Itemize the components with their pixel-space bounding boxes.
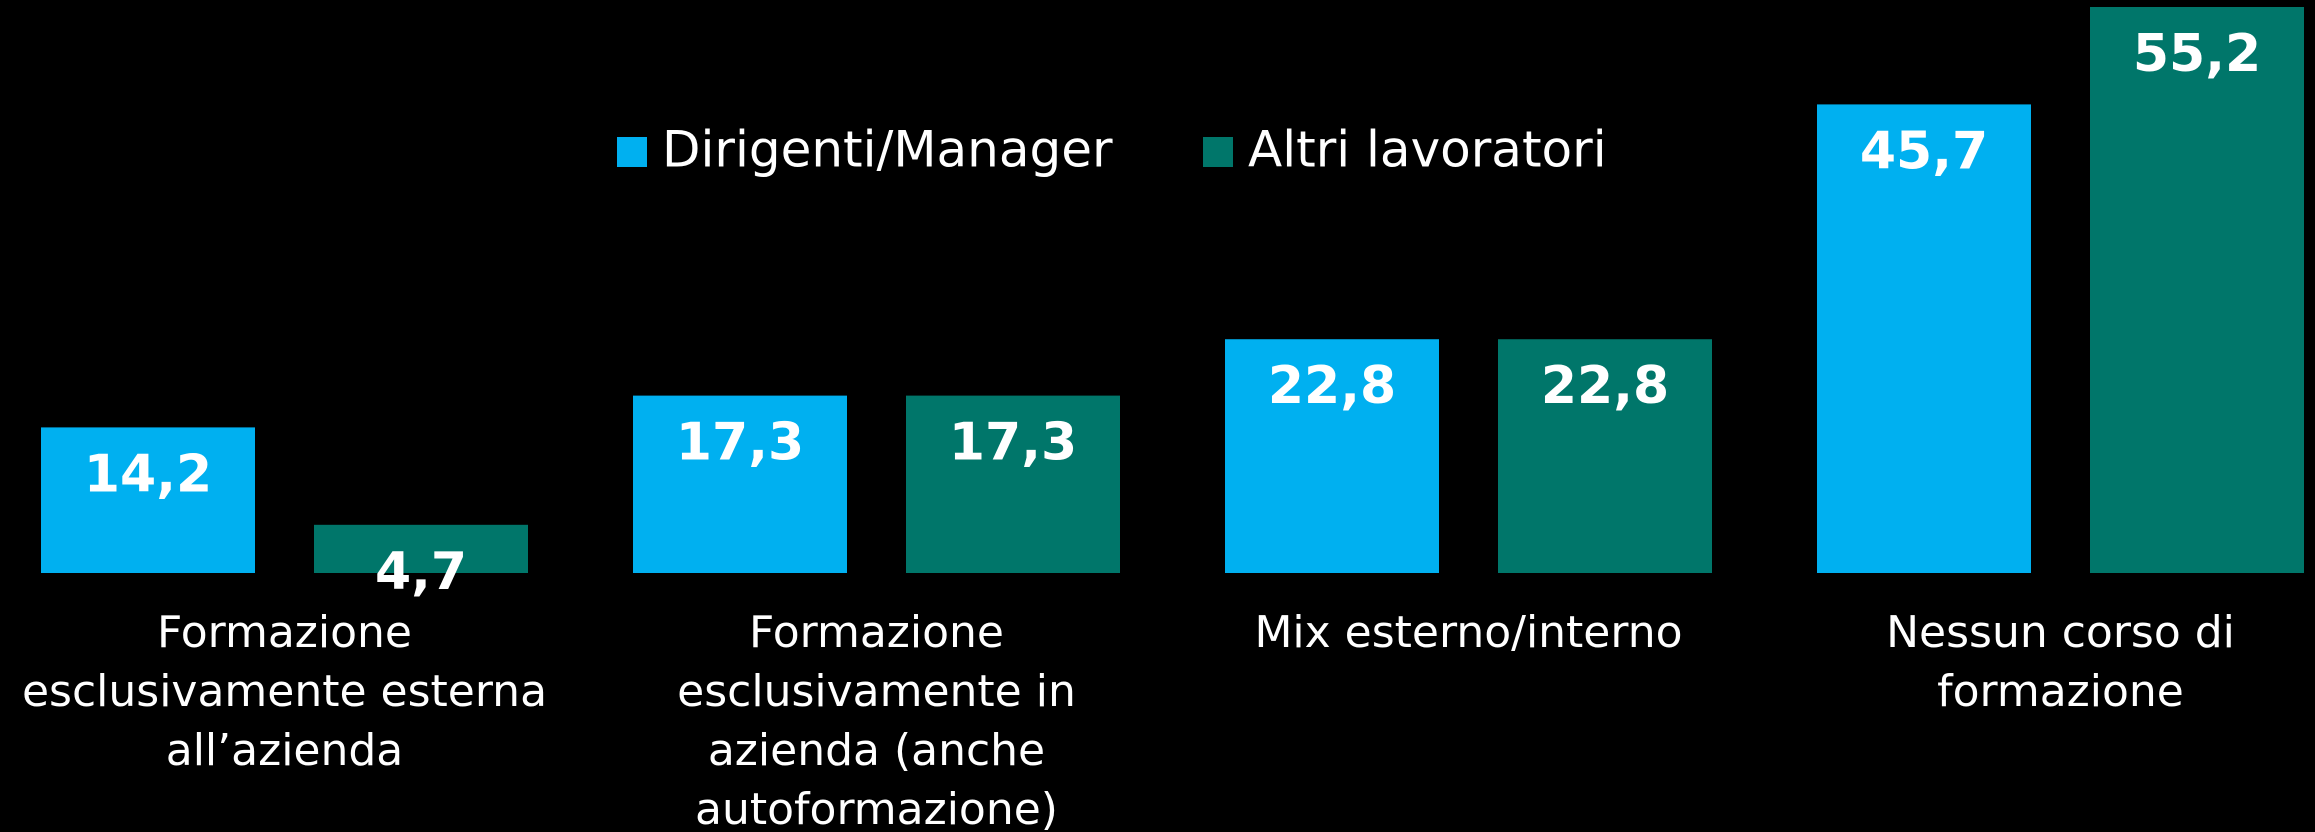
value-label: 22,8 — [1268, 356, 1396, 416]
bar — [2090, 7, 2304, 573]
value-label: 45,7 — [1860, 121, 1988, 181]
value-label: 17,3 — [949, 413, 1077, 473]
bar — [1498, 339, 1712, 573]
legend-swatch — [1203, 137, 1233, 167]
value-label: 55,2 — [2133, 24, 2261, 84]
bar — [314, 524, 528, 573]
legend-label: Altri lavoratori — [1248, 121, 1607, 179]
bar — [906, 395, 1120, 573]
category-label: Nessun corso di formazione — [1886, 607, 2235, 717]
value-label: 4,7 — [375, 542, 467, 602]
category-label: Formazione esclusivamente in azienda (an… — [677, 607, 1076, 832]
value-label: 14,2 — [84, 444, 212, 504]
legend-label: Dirigenti/Manager — [662, 121, 1113, 179]
bar — [41, 427, 255, 573]
bar — [1817, 104, 2031, 573]
category-label: Formazione esclusivamente esterna all’az… — [21, 607, 548, 776]
bar — [633, 395, 847, 573]
category-label: Mix esterno/interno — [1254, 607, 1683, 658]
value-label: 22,8 — [1541, 356, 1669, 416]
bar — [1225, 339, 1439, 573]
legend-swatch — [617, 137, 647, 167]
value-label: 17,3 — [676, 413, 804, 473]
